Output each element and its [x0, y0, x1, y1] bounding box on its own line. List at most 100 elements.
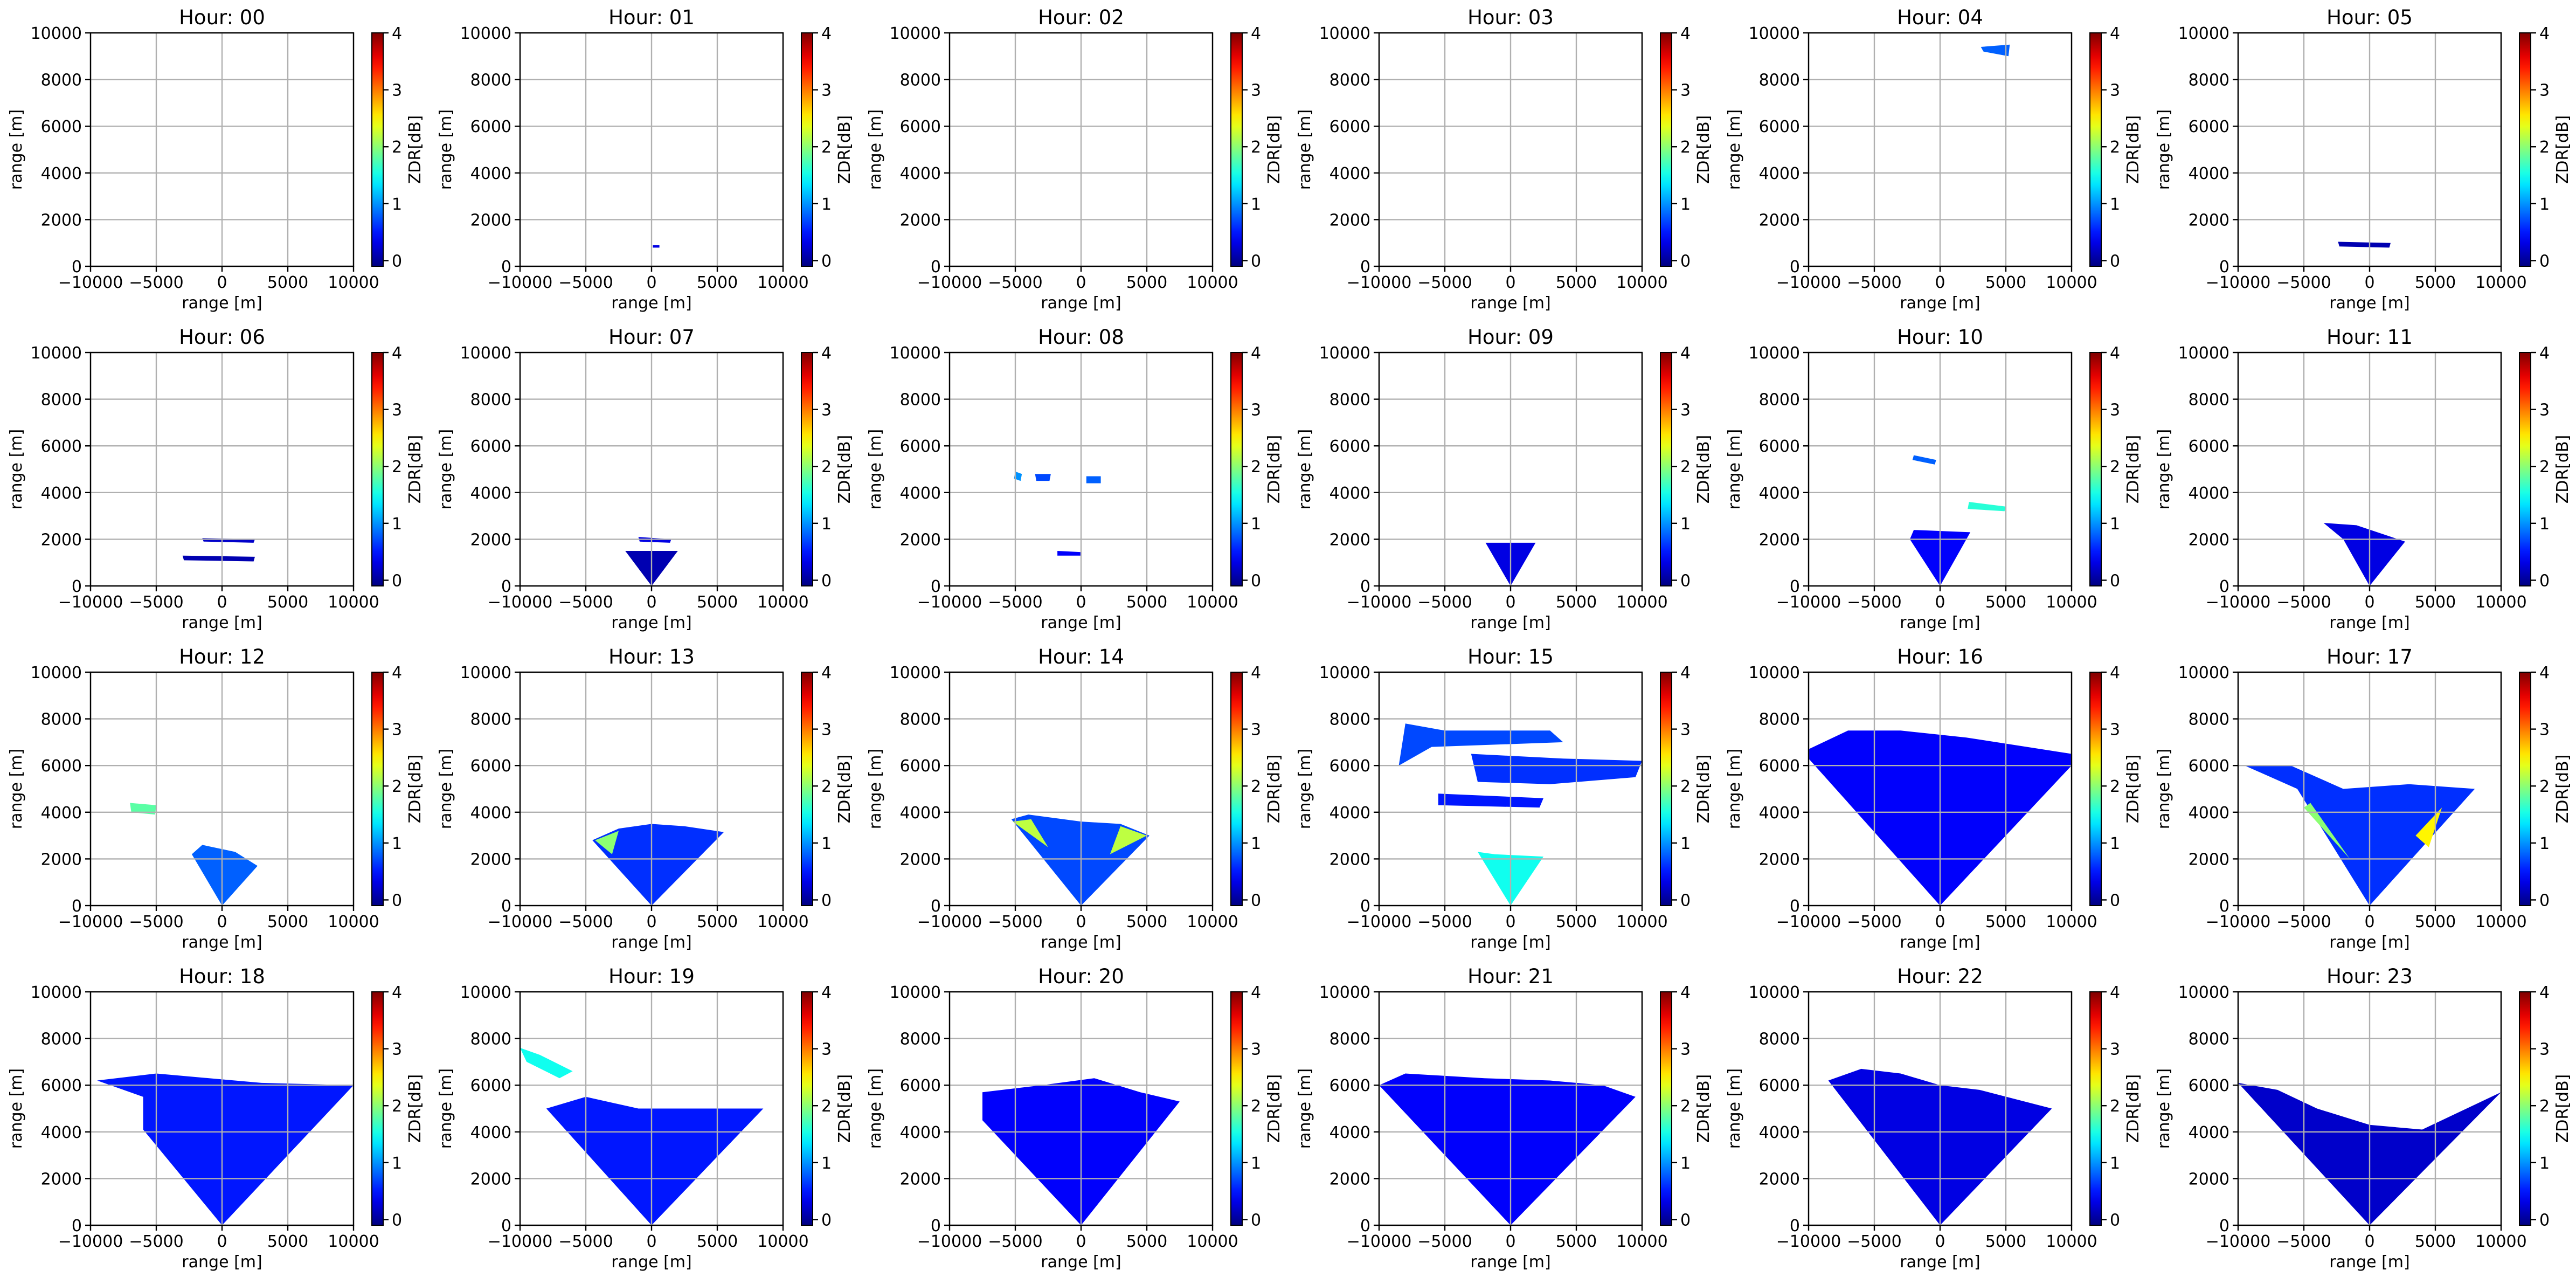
y-tick-label: 2000 [2189, 850, 2229, 869]
colorbar-tick-label: 4 [2110, 24, 2120, 43]
y-axis-label: range [m] [1725, 1068, 1744, 1149]
y-tick-label: 10000 [890, 344, 941, 363]
x-tick-label: 10000 [757, 273, 808, 292]
x-axis-label: range [m] [1041, 1253, 1121, 1272]
x-tick-label: 0 [217, 913, 227, 931]
colorbar [1660, 352, 1672, 586]
colorbar-label: ZDR[dB] [2553, 1074, 2572, 1143]
x-tick-label: −10000 [488, 1232, 553, 1251]
x-tick-label: 10000 [2475, 273, 2526, 292]
y-tick-label: 8000 [1759, 710, 1800, 729]
y-tick-label: 2000 [900, 211, 941, 230]
colorbar-tick-label: 1 [1251, 1154, 1261, 1173]
x-tick-label: −10000 [917, 593, 982, 612]
x-tick-label: 10000 [328, 913, 379, 931]
colorbar-label: ZDR[dB] [406, 115, 425, 184]
y-axis-label: range [m] [1725, 749, 1744, 829]
colorbar-label: ZDR[dB] [1694, 115, 1713, 184]
colorbar-tick-label: 2 [1680, 777, 1691, 796]
x-tick-label: −10000 [1776, 593, 1841, 612]
colorbar-tick-label: 2 [2110, 777, 2120, 796]
x-axis-label: range [m] [1470, 933, 1550, 952]
y-tick-label: 8000 [2189, 71, 2229, 90]
x-tick-label: 0 [1076, 593, 1086, 612]
y-tick-label: 0 [501, 1217, 511, 1235]
y-tick-label: 6000 [2189, 1076, 2229, 1095]
data-layer [1011, 814, 1149, 906]
x-tick-label: −5000 [2276, 913, 2331, 931]
y-tick-label: 2000 [900, 850, 941, 869]
colorbar-tick-label: 1 [1680, 1154, 1691, 1173]
colorbar-label: ZDR[dB] [2124, 115, 2143, 184]
x-tick-label: 5000 [2415, 1232, 2456, 1251]
y-tick-label: 0 [1790, 1217, 1800, 1235]
colorbar-tick-label: 2 [1251, 458, 1261, 477]
colorbar-tick-label: 3 [2539, 721, 2550, 740]
subplot: −10000 −5000 0 5000 100000200040006000800010… [7, 645, 425, 952]
x-tick-label: 10000 [2046, 593, 2097, 612]
chart-title: Hour: 16 [1897, 645, 1983, 668]
echo-region [2323, 523, 2405, 586]
data-layer [1909, 455, 2006, 586]
x-tick-label: 0 [217, 273, 227, 292]
x-axis-label: range [m] [1041, 294, 1121, 313]
colorbar-tick-label: 3 [2110, 1040, 2120, 1059]
y-tick-label: 6000 [1759, 118, 1800, 136]
y-tick-label: 2000 [1329, 211, 1370, 230]
x-tick-label: −5000 [129, 593, 183, 612]
y-tick-label: 0 [931, 258, 941, 277]
y-tick-label: 4000 [900, 164, 941, 183]
x-tick-label: 5000 [2415, 593, 2456, 612]
chart-title: Hour: 01 [608, 6, 695, 29]
y-tick-label: 10000 [1749, 24, 1800, 43]
x-tick-label: −5000 [988, 913, 1042, 931]
colorbar [371, 352, 384, 586]
subplot: −10000 −5000 0 5000 100000200040006000800010… [1296, 326, 1713, 632]
colorbar-tick-label: 1 [821, 1154, 832, 1173]
colorbar-tick-label: 2 [821, 138, 832, 157]
colorbar-tick-label: 1 [1251, 195, 1261, 214]
x-axis-label: range [m] [2329, 933, 2409, 952]
y-tick-label: 2000 [1759, 850, 1800, 869]
y-tick-label: 6000 [41, 757, 82, 776]
y-axis-label: range [m] [866, 109, 885, 190]
colorbar-label: ZDR[dB] [2124, 1074, 2143, 1143]
colorbar-tick-label: 4 [1680, 664, 1691, 682]
x-tick-label: 10000 [2475, 593, 2526, 612]
x-tick-label: 10000 [1187, 1232, 1238, 1251]
chart-title: Hour: 03 [1467, 6, 1554, 29]
colorbar-label: ZDR[dB] [1265, 1074, 1284, 1143]
subplot: −10000 −5000 0 5000 100000200040006000800010… [7, 326, 425, 632]
x-tick-label: 5000 [697, 913, 738, 931]
x-tick-label: −10000 [2206, 273, 2271, 292]
data-layer [1379, 1073, 1636, 1225]
chart-title: Hour: 05 [2326, 6, 2413, 29]
colorbar-tick-label: 3 [1251, 721, 1261, 740]
y-tick-label: 0 [501, 258, 511, 277]
colorbar [1230, 352, 1243, 586]
colorbar-tick-label: 0 [821, 891, 832, 910]
y-tick-label: 10000 [1749, 664, 1800, 682]
colorbar [801, 672, 813, 906]
colorbar [1230, 991, 1243, 1226]
colorbar-tick-label: 2 [1251, 1097, 1261, 1116]
chart-title: Hour: 10 [1897, 326, 1983, 349]
colorbar-tick-label: 4 [2110, 664, 2120, 682]
x-axis-label: range [m] [182, 613, 262, 632]
x-tick-label: 10000 [757, 593, 808, 612]
x-tick-label: 5000 [1126, 1232, 1167, 1251]
colorbar-tick-label: 4 [2539, 983, 2550, 1002]
x-tick-label: −5000 [1417, 913, 1472, 931]
x-tick-label: 10000 [757, 1232, 808, 1251]
colorbar-tick-label: 2 [1680, 138, 1691, 157]
y-tick-label: 8000 [1329, 1030, 1370, 1049]
x-axis-label: range [m] [2329, 613, 2409, 632]
y-axis-label: range [m] [7, 1068, 26, 1149]
x-tick-label: 0 [217, 593, 227, 612]
colorbar-tick-label: 0 [2110, 891, 2120, 910]
colorbar [2519, 991, 2531, 1226]
subplot: −10000 −5000 0 5000 100000200040006000800010… [866, 965, 1284, 1272]
colorbar-tick-label: 3 [1251, 401, 1261, 420]
subplot: −10000 −5000 0 5000 100000200040006000800010… [437, 326, 854, 632]
colorbar-tick-label: 2 [821, 458, 832, 477]
